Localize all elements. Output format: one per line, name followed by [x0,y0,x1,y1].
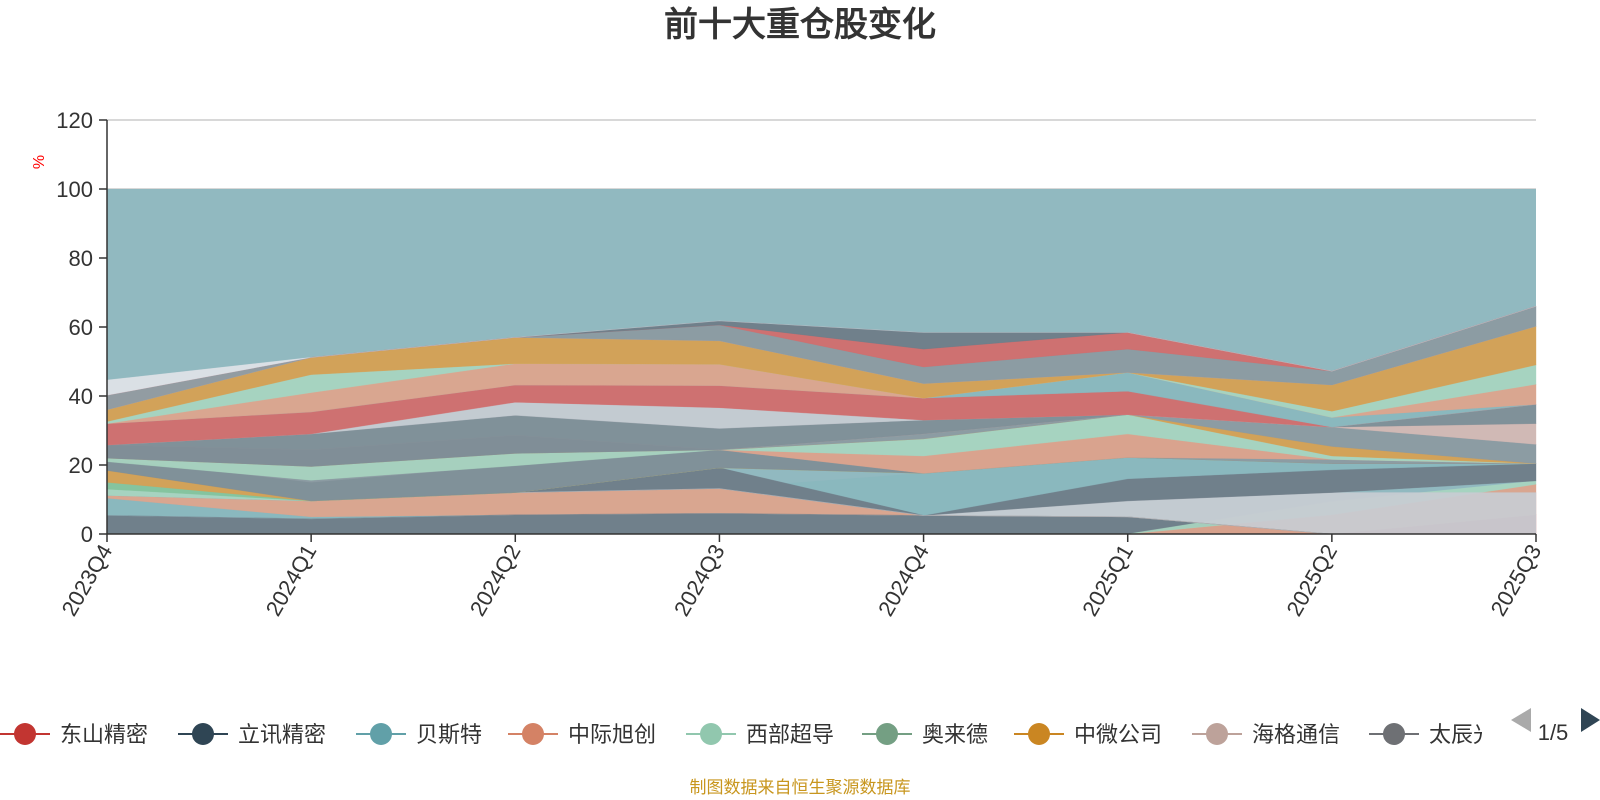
pager-prev-icon[interactable] [1511,708,1531,732]
legend-label: 立讯精密 [238,722,326,747]
pager-next-icon[interactable] [1581,708,1600,732]
legend-label: 海格通信 [1252,722,1340,747]
legend[interactable]: 东山精密 立讯精密 贝斯特 中际旭创 西部超导 奥来德 中微公司 海格通信 太辰光 [0,722,1495,747]
legend-label: 贝斯特 [416,722,482,747]
x-tick-label: 2024Q4 [873,540,934,620]
legend-label: 西部超导 [746,722,834,747]
y-tick-label: 120 [56,108,93,133]
x-tick-label: 2023Q4 [57,540,118,620]
legend-marker-icon [1206,723,1228,745]
legend-item[interactable]: 贝斯特 [356,722,482,747]
y-tick-label: 80 [69,246,93,271]
legend-label: 中微公司 [1074,722,1162,747]
legend-item[interactable]: 太辰光 [1369,722,1495,747]
area-band-32 [106,306,1537,396]
legend-item[interactable]: 中微公司 [1014,722,1162,747]
legend-item[interactable]: 海格通信 [1192,722,1340,747]
legend-marker-icon [1383,723,1405,745]
legend-label: 奥来德 [922,722,988,747]
legend-item[interactable]: 奥来德 [862,722,988,747]
pager-label: 1/5 [1538,720,1569,745]
legend-marker-icon [700,723,722,745]
legend-label: 东山精密 [60,722,148,747]
area-band-7 [106,463,1537,520]
y-tick-label: 0 [81,522,93,547]
x-tick-label: 2025Q3 [1486,540,1547,620]
x-tick-label: 2024Q3 [669,540,730,620]
legend-item[interactable]: 立讯精密 [178,722,326,747]
legend-item[interactable]: 东山精密 [0,722,148,747]
legend-marker-icon [14,723,36,745]
legend-label: 太辰光 [1429,722,1495,747]
area-band-10 [106,488,1536,535]
legend-marker-icon [370,723,392,745]
x-tick-label: 2024Q1 [261,540,322,620]
x-tick-label: 2025Q2 [1281,540,1342,620]
legend-marker-icon [192,723,214,745]
area-series [106,189,1537,535]
y-tick-label: 20 [69,453,93,478]
legend-item[interactable]: 中际旭创 [508,722,656,747]
y-tick-label: 60 [69,315,93,340]
y-axis-unit: % [31,155,48,169]
legend-item[interactable]: 西部超导 [686,722,834,747]
legend-marker-icon [1028,723,1050,745]
legend-label: 中际旭创 [568,722,656,747]
x-tick-label: 2025Q1 [1077,540,1138,620]
y-tick-label: 40 [69,384,93,409]
source-note: 制图数据来自恒生聚源数据库 [690,778,911,797]
x-tick-label: 2024Q2 [465,540,526,620]
legend-pager[interactable]: 1/5 [1511,708,1600,745]
y-tick-label: 100 [56,177,93,202]
legend-marker-icon [522,723,544,745]
chart-title: 前十大重仓股变化 [664,5,936,45]
legend-marker-icon [876,723,898,745]
